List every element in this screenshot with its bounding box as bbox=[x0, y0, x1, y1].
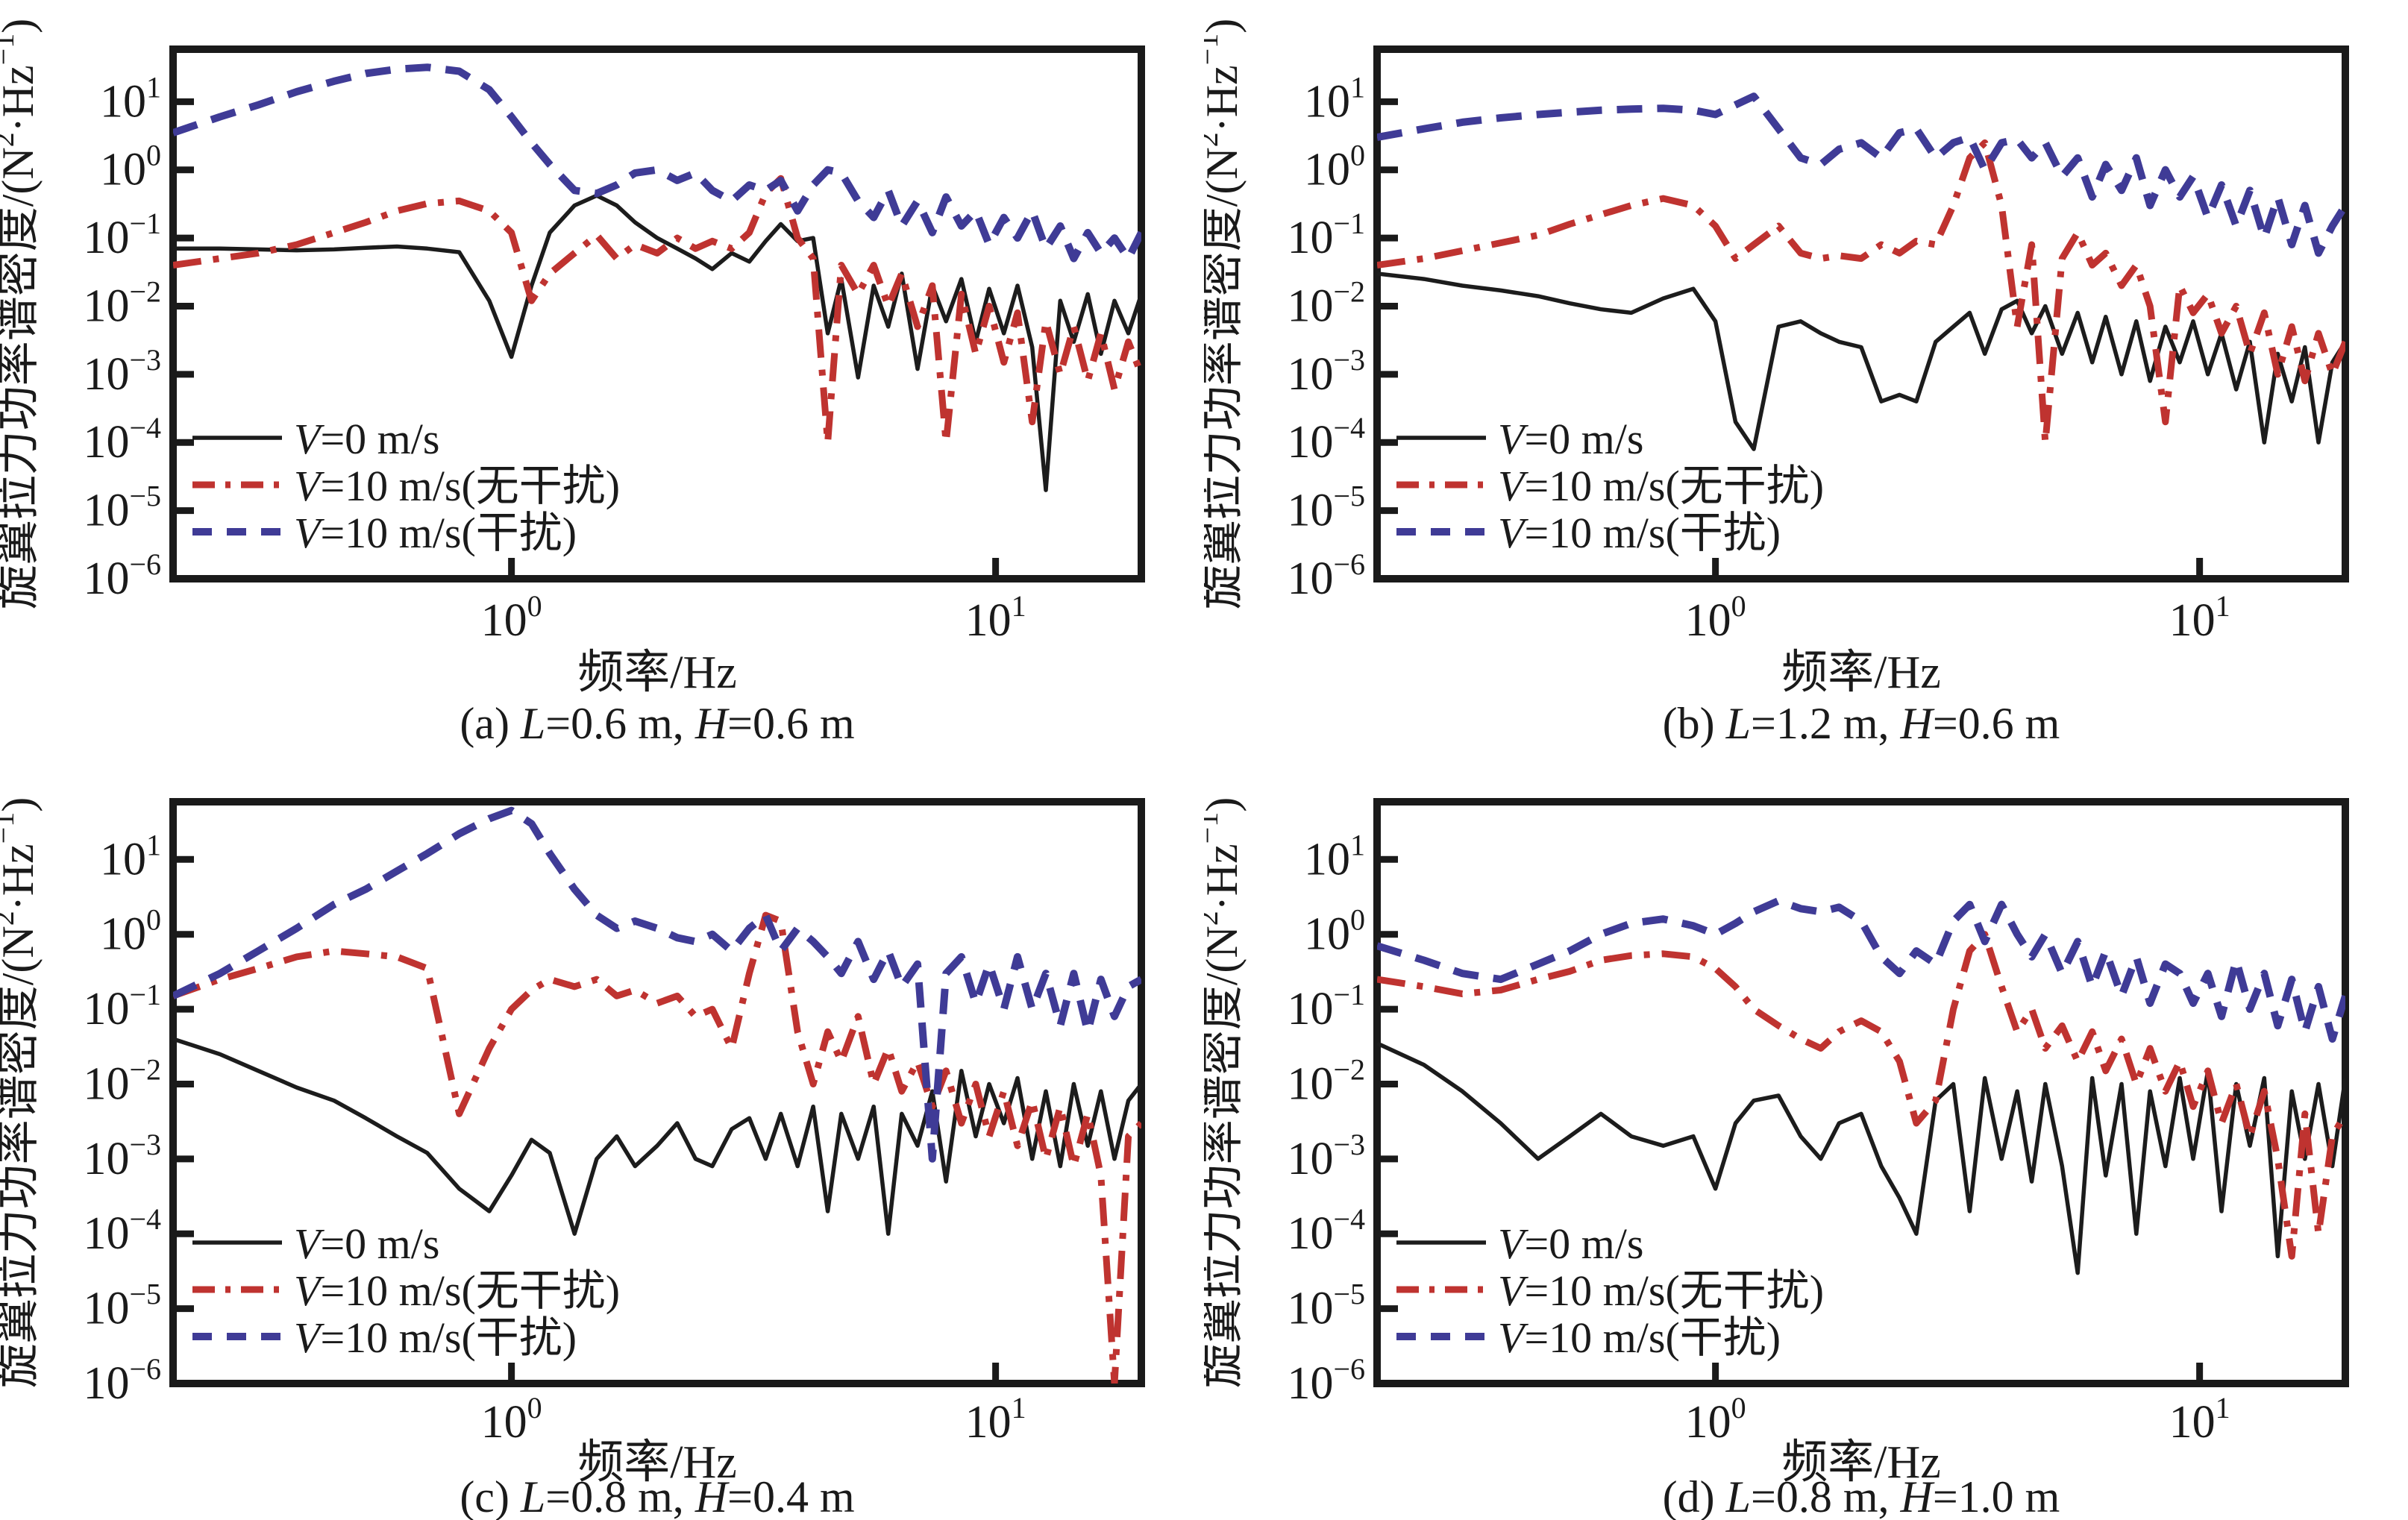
y-tick-label: 10−4 bbox=[83, 1202, 161, 1259]
x-tick-label: 100 bbox=[481, 589, 542, 646]
y-tick-label: 10−2 bbox=[83, 274, 161, 331]
legend-label: V=10 m/s(干扰) bbox=[294, 509, 577, 557]
y-tick-label: 10−1 bbox=[83, 207, 161, 263]
y-tick-label: 101 bbox=[1304, 828, 1365, 885]
series-v0 bbox=[173, 1037, 1141, 1236]
x-tick-label: 101 bbox=[2169, 589, 2230, 646]
y-tick-label: 10−6 bbox=[1287, 1352, 1365, 1409]
subplot-c: 100 101 101 100 10−1 10−2 10−3 10−4 10−5 10−6 V=0 … bbox=[0, 760, 1204, 1520]
subplot-a: 100 101 101 100 10−1 10−2 10−3 10−4 10−5 10−6 V=0 … bbox=[0, 0, 1204, 760]
y-tick-label: 101 bbox=[100, 828, 161, 885]
subplot-caption: (b) L=1.2 m, H=0.6 m bbox=[1663, 699, 2060, 748]
plot-frame bbox=[169, 45, 1145, 582]
y-tick-label: 10−3 bbox=[1287, 343, 1365, 400]
plot-frame bbox=[169, 798, 1145, 1387]
y-tick-label: 10−6 bbox=[1287, 547, 1365, 604]
y-tick-label: 10−3 bbox=[83, 1128, 161, 1184]
x-tick-label: 101 bbox=[965, 1391, 1026, 1448]
series-v0 bbox=[173, 193, 1141, 492]
x-tick-label: 100 bbox=[1685, 1391, 1746, 1448]
y-tick-label: 10−2 bbox=[83, 1052, 161, 1109]
legend-label: V=10 m/s(干扰) bbox=[1498, 1313, 1781, 1362]
subplot-a-svg: 100 101 101 100 10−1 10−2 10−3 10−4 10−5 10−6 V=0 … bbox=[0, 19, 1145, 748]
subplot-d: 100 101 101 100 10−1 10−2 10−3 10−4 10−5 10−6 V=0 … bbox=[1204, 760, 2408, 1520]
subplot-c-svg: 100 101 101 100 10−1 10−2 10−3 10−4 10−5 10−6 V=0 … bbox=[0, 797, 1145, 1520]
subplot-caption: (a) L=0.6 m, H=0.6 m bbox=[460, 699, 854, 748]
y-tick-label: 10−3 bbox=[83, 343, 161, 400]
legend-label: V=0 m/s bbox=[1498, 415, 1643, 463]
y-axis-label: 旋翼拉力功率谱密度/(N2·Hz−1) bbox=[0, 19, 43, 609]
y-tick-label: 100 bbox=[100, 903, 161, 960]
series-v10_turb bbox=[173, 63, 1141, 263]
y-tick-label: 10−3 bbox=[1287, 1128, 1365, 1184]
series-v10_turb bbox=[1377, 92, 2345, 257]
x-axis-label: 频率/Hz bbox=[1781, 647, 1941, 698]
series-v0 bbox=[1377, 1041, 2345, 1275]
y-axis-label: 旋翼拉力功率谱密度/(N2·Hz−1) bbox=[0, 797, 43, 1388]
subplot-caption: (d) L=0.8 m, H=1.0 m bbox=[1663, 1472, 2060, 1520]
x-tick-label: 101 bbox=[2169, 1391, 2230, 1448]
legend-label: V=10 m/s(无干扰) bbox=[1498, 462, 1824, 510]
y-tick-label: 10−1 bbox=[1287, 207, 1365, 263]
series-v10_clean bbox=[1377, 931, 2345, 1260]
x-tick-label: 101 bbox=[965, 589, 1026, 646]
legend-label: V=10 m/s(无干扰) bbox=[294, 462, 620, 510]
y-axis-label: 旋翼拉力功率谱密度/(N2·Hz−1) bbox=[1204, 19, 1247, 609]
y-tick-label: 10−4 bbox=[1287, 411, 1365, 468]
y-tick-label: 10−6 bbox=[83, 1352, 161, 1409]
y-tick-label: 10−2 bbox=[1287, 1052, 1365, 1109]
subplot-b: 100 101 101 100 10−1 10−2 10−3 10−4 10−5 10−6 V=0 … bbox=[1204, 0, 2408, 760]
plot-frame bbox=[1373, 798, 2349, 1387]
y-tick-label: 10−1 bbox=[1287, 978, 1365, 1034]
y-tick-label: 101 bbox=[100, 70, 161, 127]
y-tick-label: 101 bbox=[1304, 70, 1365, 127]
y-tick-label: 10−1 bbox=[83, 978, 161, 1034]
series-v10_turb bbox=[1377, 896, 2345, 1043]
series-v10_clean bbox=[173, 175, 1141, 446]
legend-label: V=0 m/s bbox=[1498, 1219, 1643, 1268]
series-v10_turb bbox=[173, 806, 1141, 1163]
x-axis-label: 频率/Hz bbox=[577, 1437, 737, 1488]
legend-label: V=10 m/s(无干扰) bbox=[1498, 1266, 1824, 1315]
x-axis-label: 频率/Hz bbox=[577, 647, 737, 698]
y-tick-label: 10−4 bbox=[83, 411, 161, 468]
legend-label: V=10 m/s(干扰) bbox=[294, 1313, 577, 1362]
y-tick-label: 10−2 bbox=[1287, 274, 1365, 331]
y-tick-label: 10−5 bbox=[1287, 1278, 1365, 1334]
y-tick-label: 10−5 bbox=[83, 1278, 161, 1334]
legend-label: V=0 m/s bbox=[294, 415, 439, 463]
x-tick-label: 100 bbox=[1685, 589, 1746, 646]
subplot-caption: (c) L=0.8 m, H=0.4 m bbox=[460, 1472, 854, 1520]
y-tick-label: 10−4 bbox=[1287, 1202, 1365, 1259]
legend-label: V=0 m/s bbox=[294, 1219, 439, 1268]
y-tick-label: 10−5 bbox=[1287, 480, 1365, 536]
y-tick-label: 10−6 bbox=[83, 547, 161, 604]
subplot-b-svg: 100 101 101 100 10−1 10−2 10−3 10−4 10−5 10−6 V=0 … bbox=[1204, 19, 2349, 748]
y-tick-label: 100 bbox=[1304, 139, 1365, 195]
x-axis-label: 频率/Hz bbox=[1781, 1437, 1941, 1488]
y-tick-label: 10−5 bbox=[83, 480, 161, 536]
x-tick-label: 100 bbox=[481, 1391, 542, 1448]
y-tick-label: 100 bbox=[100, 139, 161, 195]
legend-label: V=10 m/s(无干扰) bbox=[294, 1266, 620, 1315]
legend-label: V=10 m/s(干扰) bbox=[1498, 509, 1781, 557]
series-v10_clean bbox=[173, 911, 1141, 1384]
subplot-d-svg: 100 101 101 100 10−1 10−2 10−3 10−4 10−5 10−6 V=0 … bbox=[1204, 797, 2349, 1520]
plot-frame bbox=[1373, 45, 2349, 582]
y-axis-label: 旋翼拉力功率谱密度/(N2·Hz−1) bbox=[1204, 797, 1247, 1388]
y-tick-label: 100 bbox=[1304, 903, 1365, 960]
series-v0 bbox=[1377, 271, 2345, 451]
series-v10_clean bbox=[1377, 139, 2345, 446]
